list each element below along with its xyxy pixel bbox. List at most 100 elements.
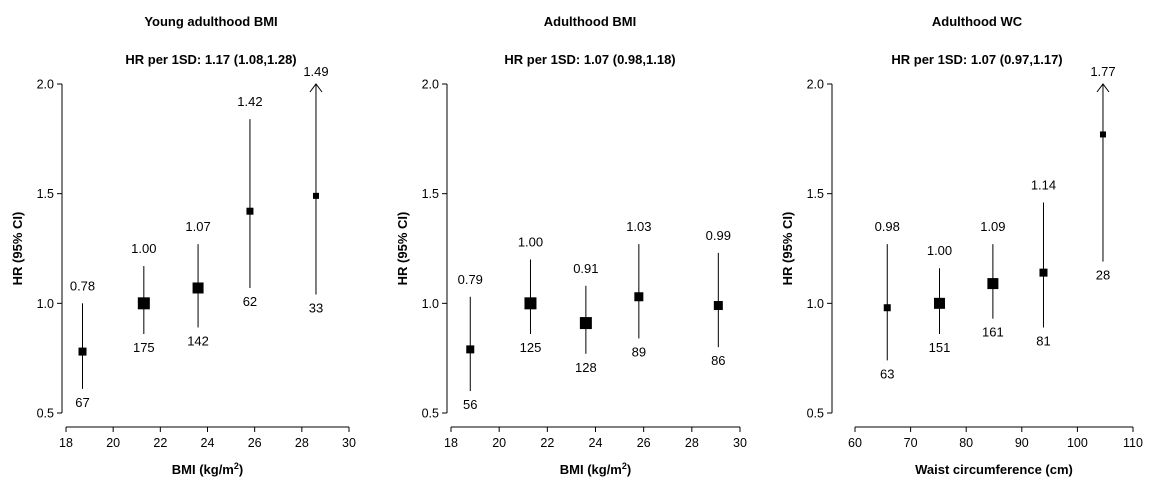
x-axis-label-tail: ) (239, 462, 243, 477)
y-tick-label: 1.0 (422, 297, 439, 311)
y-tick-label: 1.5 (422, 187, 439, 201)
hr-marker (713, 301, 723, 311)
n-label: 161 (982, 325, 1004, 340)
hr-label: 0.79 (458, 272, 483, 287)
n-label: 63 (880, 366, 894, 381)
hr-label: 1.03 (626, 219, 651, 234)
x-axis-label-main: Waist circumference (cm) (915, 462, 1073, 477)
y-axis-label: HR (95% CI) (780, 212, 795, 286)
x-axis-label-main: BMI (kg/m (560, 462, 622, 477)
x-axis-label: BMI (kg/m2) (560, 461, 631, 477)
n-label: 81 (1036, 333, 1050, 348)
hr-marker (524, 297, 537, 310)
hr-label: 1.77 (1090, 64, 1115, 79)
y-axis-label: HR (95% CI) (10, 212, 25, 286)
n-label: 33 (309, 301, 323, 316)
x-tick-label: 18 (59, 436, 73, 450)
x-tick-label: 30 (342, 436, 356, 450)
hr-marker (883, 304, 891, 312)
x-axis-label: Waist circumference (cm) (915, 462, 1073, 477)
hr-marker (1099, 131, 1106, 138)
hr-label: 1.00 (927, 243, 952, 258)
hr-label: 0.78 (70, 278, 95, 293)
chart-panel-3: Adulthood WC HR per 1SD: 1.07 (0.97,1.17)… (780, 14, 1143, 477)
ci-arrow-icon (1096, 83, 1110, 93)
y-tick-label: 0.5 (37, 407, 54, 421)
y-tick-label: 1.0 (37, 297, 54, 311)
hr-label: 0.99 (706, 228, 731, 243)
hr-label: 1.00 (131, 241, 156, 256)
chart-title: Young adulthood BMI (144, 14, 277, 29)
x-tick-label: 20 (492, 436, 506, 450)
y-tick-label: 0.5 (807, 407, 824, 421)
n-label: 125 (520, 340, 542, 355)
chart-subtitle: HR per 1SD: 1.07 (0.98,1.18) (504, 52, 675, 67)
x-tick-label: 100 (1067, 436, 1088, 450)
x-axis-label-sup: 2 (234, 461, 239, 471)
x-tick-label: 18 (444, 436, 458, 450)
y-tick-label: 1.5 (37, 187, 54, 201)
n-label: 89 (632, 344, 646, 359)
hr-marker (1039, 268, 1048, 277)
hr-label: 1.42 (237, 94, 262, 109)
n-label: 175 (133, 340, 155, 355)
x-tick-label: 28 (295, 436, 309, 450)
n-label: 151 (929, 340, 951, 355)
chart-subtitle: HR per 1SD: 1.17 (1.08,1.28) (125, 52, 296, 67)
hr-marker (579, 317, 592, 330)
y-tick-label: 2.0 (37, 78, 54, 92)
x-axis-label: BMI (kg/m2) (172, 461, 243, 477)
x-tick-label: 26 (637, 436, 651, 450)
chart-title: Adulthood BMI (544, 14, 636, 29)
x-tick-label: 26 (248, 436, 262, 450)
x-axis-label-tail: ) (627, 462, 631, 477)
x-tick-label: 80 (959, 436, 973, 450)
y-tick-label: 2.0 (807, 78, 824, 92)
y-tick-label: 0.5 (422, 407, 439, 421)
x-tick-label: 22 (540, 436, 554, 450)
chart-subtitle: HR per 1SD: 1.07 (0.97,1.17) (891, 52, 1062, 67)
x-tick-label: 22 (153, 436, 167, 450)
hr-label: 0.98 (875, 219, 900, 234)
x-tick-label: 28 (685, 436, 699, 450)
x-axis-label-sup: 2 (622, 461, 627, 471)
hr-marker (466, 345, 475, 354)
n-label: 62 (243, 294, 257, 309)
n-label: 67 (75, 395, 89, 410)
hr-marker (312, 192, 319, 199)
n-label: 56 (463, 397, 477, 412)
x-axis-label-main: BMI (kg/m (172, 462, 234, 477)
hr-marker (987, 278, 999, 290)
y-tick-label: 2.0 (422, 78, 439, 92)
x-tick-label: 90 (1015, 436, 1029, 450)
hr-label: 0.91 (573, 261, 598, 276)
hr-marker (634, 292, 644, 302)
y-tick-label: 1.5 (807, 187, 824, 201)
hr-label: 1.49 (303, 64, 328, 79)
hr-label: 1.14 (1031, 177, 1056, 192)
hr-label: 1.09 (980, 219, 1005, 234)
hr-label: 1.00 (518, 234, 543, 249)
x-tick-label: 20 (106, 436, 120, 450)
hr-marker (78, 347, 87, 356)
chart-panel-2: Adulthood BMI HR per 1SD: 1.07 (0.98,1.18… (395, 14, 747, 477)
hr-label: 1.07 (185, 219, 210, 234)
chart-panel-1: Young adulthood BMI HR per 1SD: 1.17 (1.0… (10, 14, 356, 477)
x-tick-label: 30 (733, 436, 747, 450)
hr-marker (192, 282, 204, 294)
x-tick-label: 110 (1123, 436, 1143, 450)
x-tick-label: 24 (201, 436, 215, 450)
n-label: 128 (575, 360, 597, 375)
hr-marker (934, 297, 946, 309)
x-tick-label: 24 (589, 436, 603, 450)
x-tick-label: 60 (848, 436, 862, 450)
ci-arrow-icon (309, 83, 323, 93)
x-tick-label: 70 (904, 436, 918, 450)
n-label: 28 (1096, 268, 1110, 283)
hr-marker (246, 207, 254, 215)
hr-marker (137, 297, 150, 310)
y-axis-label: HR (95% CI) (395, 212, 410, 286)
n-label: 86 (711, 353, 725, 368)
